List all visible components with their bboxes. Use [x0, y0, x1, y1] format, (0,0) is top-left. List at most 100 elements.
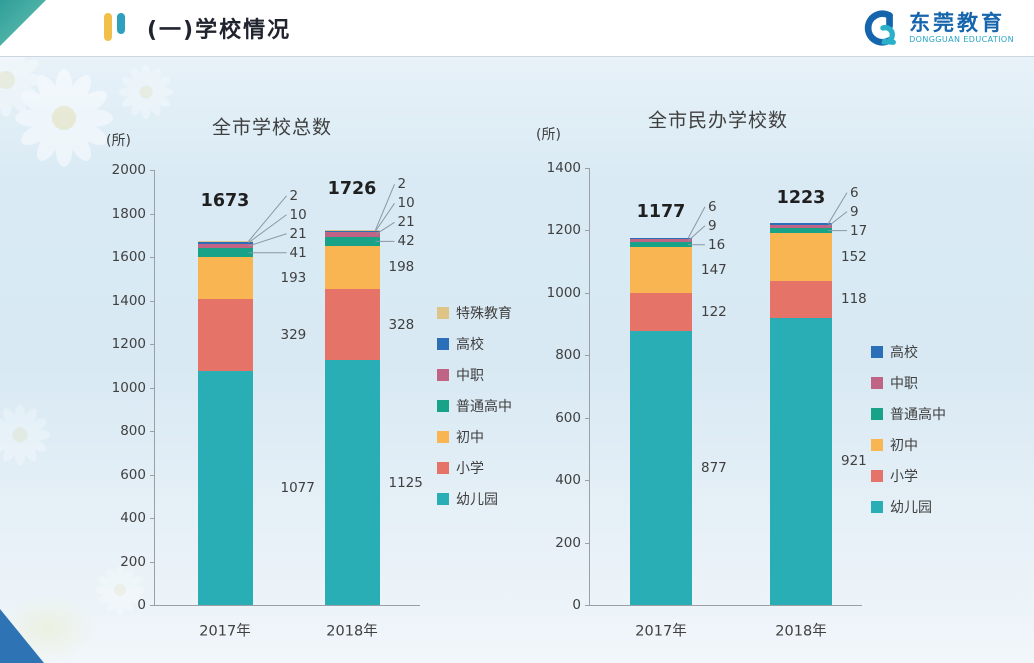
logo-name: 东莞教育: [909, 10, 1006, 35]
total-data-label: 1726: [327, 179, 377, 200]
legend-item: 中职: [437, 365, 484, 385]
bar-segment-小学: [324, 288, 380, 361]
y-tick-mark: [585, 605, 589, 606]
legend-label: 小学: [456, 461, 484, 477]
logo-text: 东莞教育 DONGGUAN EDUCATION: [909, 10, 1014, 45]
bar-segment-初中: [324, 245, 380, 289]
legend-item: 初中: [871, 435, 918, 455]
bar-segment-初中: [630, 247, 692, 294]
legend-swatch: [871, 439, 883, 451]
logo-subtitle: DONGGUAN EDUCATION: [909, 35, 1014, 45]
legend-swatch: [437, 431, 449, 443]
legend-label: 小学: [890, 469, 918, 485]
bar-segment-中职: [770, 225, 832, 228]
callout-data-label: 9: [708, 217, 717, 234]
bar-segment-小学: [197, 299, 253, 371]
y-tick-label: 1400: [546, 160, 581, 176]
legend-item: 幼儿园: [437, 489, 498, 509]
y-axis-line: [154, 170, 155, 606]
marker-bar-yellow: [104, 13, 112, 41]
callout-data-label: 17: [850, 222, 868, 239]
bar-segment-高校: [324, 230, 380, 233]
y-tick-label: 1200: [546, 222, 581, 239]
legend-item: 小学: [437, 458, 484, 478]
legend-swatch: [871, 501, 883, 513]
y-tick-label: 400: [555, 472, 581, 489]
bar-segment-高校: [770, 223, 832, 226]
legend-label: 普通高中: [456, 399, 512, 415]
total-data-label: 1673: [200, 190, 250, 211]
y-tick-mark: [150, 213, 154, 215]
data-label: 193: [280, 270, 307, 287]
legend-item: 普通高中: [437, 396, 512, 416]
legend-swatch: [871, 470, 883, 482]
y-tick-label: 1200: [111, 336, 146, 352]
legend-label: 特殊教育: [456, 306, 512, 322]
legend-swatch: [871, 408, 883, 420]
legend-label: 高校: [890, 345, 918, 361]
bar-segment-初中: [770, 233, 832, 281]
bar-segment-幼儿园: [630, 331, 692, 605]
legend-label: 中职: [890, 376, 918, 392]
legend-item: 高校: [437, 334, 484, 354]
x-category-label: 2017年: [635, 623, 687, 640]
y-axis-line: [589, 168, 590, 606]
data-label: 118: [841, 291, 867, 308]
marker-bar-blue: [117, 13, 125, 34]
bar-segment-幼儿园: [324, 360, 380, 605]
callout-data-label: 10: [289, 206, 307, 223]
y-tick-label: 800: [555, 347, 581, 364]
legend-label: 初中: [890, 438, 918, 454]
y-tick-label: 1000: [111, 379, 146, 396]
data-label: 1125: [388, 474, 423, 491]
legend-swatch: [437, 307, 449, 319]
logo-icon: [864, 10, 897, 46]
legend-item: 中职: [871, 373, 918, 393]
legend-swatch: [871, 346, 883, 358]
y-tick-label: 600: [555, 409, 581, 426]
legend-item: 特殊教育: [437, 303, 512, 323]
bar-segment-普通高中: [197, 248, 253, 258]
legend-item: 普通高中: [871, 404, 946, 424]
callout-data-label: 6: [708, 198, 717, 215]
y-tick-label: 2000: [111, 162, 146, 178]
x-category-label: 2018年: [775, 623, 827, 640]
bar-segment-小学: [770, 280, 832, 318]
y-tick-mark: [150, 170, 154, 171]
y-tick-mark: [585, 230, 589, 232]
callout-data-label: 21: [289, 225, 307, 242]
data-label: 122: [701, 304, 727, 321]
y-tick-mark: [585, 292, 589, 294]
legend-swatch: [437, 462, 449, 474]
total-data-label: 1223: [776, 187, 826, 208]
bar-segment-普通高中: [630, 242, 692, 248]
dongguan-education-logo: 东莞教育 DONGGUAN EDUCATION: [858, 8, 1014, 48]
x-axis-line: [589, 605, 862, 606]
callout-data-label: 2: [397, 176, 407, 193]
data-label: 152: [841, 248, 867, 265]
legend-swatch: [437, 493, 449, 505]
y-tick-mark: [150, 431, 154, 432]
y-tick-mark: [585, 168, 589, 169]
y-tick-label: 1000: [546, 284, 581, 301]
y-tick-mark: [150, 387, 154, 389]
chart-title: 全市学校总数: [211, 116, 333, 139]
bar-segment-中职: [324, 232, 380, 237]
bar-segment-幼儿园: [770, 317, 832, 605]
legend-label: 中职: [456, 368, 484, 384]
bar-segment-中职: [197, 243, 253, 249]
legend-item: 高校: [871, 342, 918, 362]
legend-label: 普通高中: [890, 407, 946, 423]
legend-label: 初中: [456, 430, 484, 446]
callout-data-label: 42: [397, 233, 415, 250]
y-tick-mark: [585, 480, 589, 482]
bar-segment-高校: [197, 241, 253, 244]
data-label: 921: [841, 453, 867, 470]
bar-segment-初中: [197, 257, 253, 300]
callout-data-label: 16: [708, 236, 726, 253]
data-label: 329: [280, 326, 307, 343]
y-tick-mark: [150, 344, 154, 345]
